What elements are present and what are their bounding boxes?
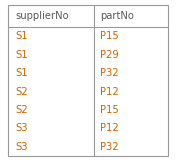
Text: partNo: partNo — [100, 11, 134, 21]
Text: S3: S3 — [15, 123, 27, 133]
Text: P32: P32 — [100, 68, 119, 78]
Text: S1: S1 — [15, 68, 27, 78]
Text: S1: S1 — [15, 31, 27, 41]
Text: supplierNo: supplierNo — [15, 11, 68, 21]
Text: S2: S2 — [15, 105, 27, 115]
Text: S2: S2 — [15, 86, 27, 96]
Text: S3: S3 — [15, 142, 27, 152]
Text: P32: P32 — [100, 142, 119, 152]
Text: P12: P12 — [100, 123, 119, 133]
Text: P15: P15 — [100, 105, 119, 115]
Text: P15: P15 — [100, 31, 119, 41]
Text: P29: P29 — [100, 50, 119, 60]
Text: S1: S1 — [15, 50, 27, 60]
Text: P12: P12 — [100, 86, 119, 96]
